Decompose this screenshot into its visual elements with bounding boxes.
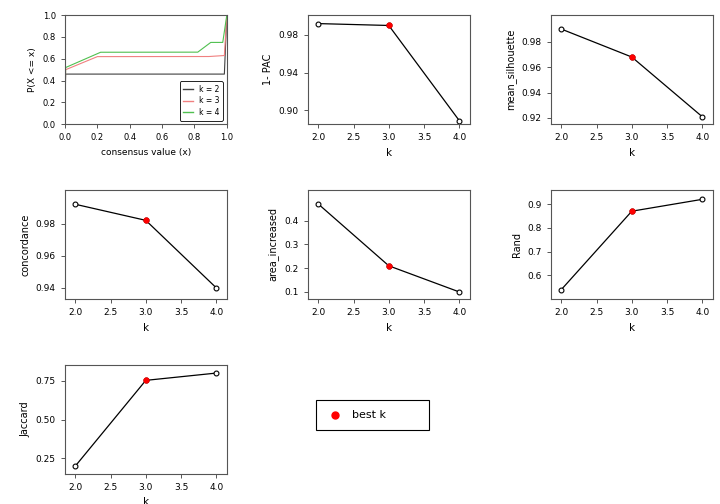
X-axis label: consensus value (x): consensus value (x): [101, 148, 191, 157]
Y-axis label: area_increased: area_increased: [268, 208, 279, 281]
Y-axis label: 1- PAC: 1- PAC: [263, 54, 273, 85]
Y-axis label: Jaccard: Jaccard: [20, 401, 30, 437]
Y-axis label: concordance: concordance: [20, 213, 30, 276]
Y-axis label: mean_silhouette: mean_silhouette: [505, 29, 516, 110]
X-axis label: k: k: [143, 497, 149, 504]
X-axis label: k: k: [629, 148, 635, 158]
X-axis label: k: k: [629, 323, 635, 333]
Y-axis label: P(X <= x): P(X <= x): [28, 47, 37, 92]
X-axis label: k: k: [386, 148, 392, 158]
X-axis label: k: k: [143, 323, 149, 333]
Y-axis label: Rand: Rand: [512, 232, 522, 257]
Legend: k = 2, k = 3, k = 4: k = 2, k = 3, k = 4: [179, 81, 223, 120]
X-axis label: k: k: [386, 323, 392, 333]
Text: best k: best k: [351, 410, 385, 420]
